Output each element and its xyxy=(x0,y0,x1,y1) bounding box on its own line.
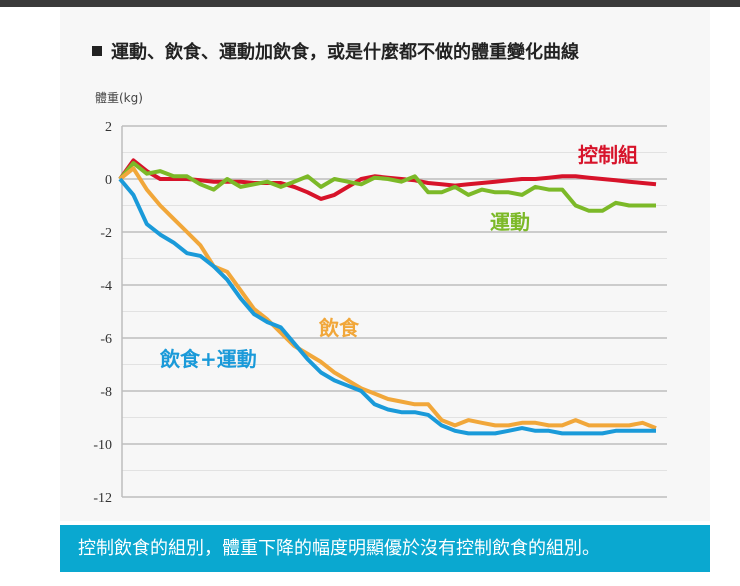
y-tick-label: 2 xyxy=(105,120,112,135)
bullet-square-icon xyxy=(92,46,102,56)
series-line-1 xyxy=(118,161,656,213)
legend-label-exercise: 運動 xyxy=(490,210,530,234)
top-bar xyxy=(0,0,740,7)
y-tick-label: -12 xyxy=(93,491,112,506)
chart-title-text: 運動、飲食、運動加飲食，或是什麼都不做的體重變化曲線 xyxy=(111,42,579,63)
y-tick-label: -4 xyxy=(100,279,112,294)
y-tick-label: -6 xyxy=(100,332,112,347)
legend-label-control: 控制組 xyxy=(578,143,638,167)
summary-banner: 控制飲食的組別，體重下降的幅度明顯優於沒有控制飲食的組別。 xyxy=(60,525,710,572)
chart-title: 運動、飲食、運動加飲食，或是什麼都不做的體重變化曲線 xyxy=(92,38,579,64)
legend-label-diet-exercise: 飲食+運動 xyxy=(160,347,257,371)
y-axis-label: 體重(kg) xyxy=(95,91,143,105)
series-line-3 xyxy=(118,177,656,436)
legend-label-diet: 飲食 xyxy=(319,316,359,340)
y-tick-label: 0 xyxy=(105,173,112,188)
y-tick-label: -10 xyxy=(93,438,112,453)
y-tick-label: -8 xyxy=(100,385,112,400)
series-line-2 xyxy=(118,166,657,430)
y-tick-label: -2 xyxy=(100,226,112,241)
